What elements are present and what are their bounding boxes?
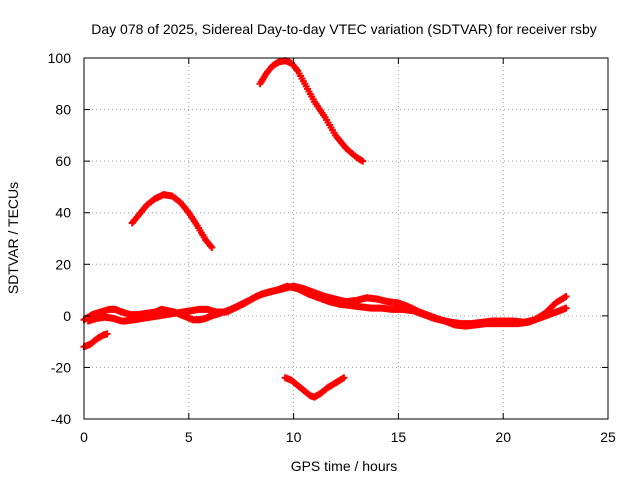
y-tick-label: -20	[51, 359, 71, 375]
y-tick-label: 60	[55, 153, 71, 169]
data-point	[208, 244, 216, 252]
data-series-arc-trough-30	[281, 374, 348, 401]
x-axis-label: GPS time / hours	[291, 458, 398, 474]
grid-layer	[84, 58, 608, 419]
data-point	[359, 157, 367, 165]
plot-frame	[83, 57, 609, 420]
y-tick-label: -40	[51, 411, 71, 427]
y-tick-label: 100	[48, 50, 72, 66]
data-series-arc-peak-40	[128, 191, 216, 252]
data-series-band-b	[84, 282, 570, 330]
y-axis-label: SDTVAR / TECUs	[5, 182, 21, 294]
data-point	[562, 293, 570, 301]
y-tick-label: 0	[63, 308, 71, 324]
y-tick-label: 80	[55, 102, 71, 118]
data-series-arc-peak-100	[256, 57, 367, 165]
tick-layer: 0 5 10 15 20 25 -40 -20 0 20 40 60 80 100	[48, 50, 616, 445]
data-point	[562, 304, 570, 312]
data-series-arc-low-0	[80, 330, 111, 351]
y-tick-label: 20	[55, 256, 71, 272]
x-tick-label: 25	[600, 429, 616, 445]
x-tick-label: 5	[185, 429, 193, 445]
data-point	[340, 374, 348, 382]
data-layer	[80, 57, 570, 401]
chart-title: Day 078 of 2025, Sidereal Day-to-day VTE…	[91, 21, 597, 37]
x-tick-label: 15	[391, 429, 407, 445]
data-point	[103, 330, 111, 338]
x-tick-label: 0	[80, 429, 88, 445]
y-tick-label: 40	[55, 205, 71, 221]
x-tick-label: 20	[495, 429, 511, 445]
x-tick-label: 10	[286, 429, 302, 445]
